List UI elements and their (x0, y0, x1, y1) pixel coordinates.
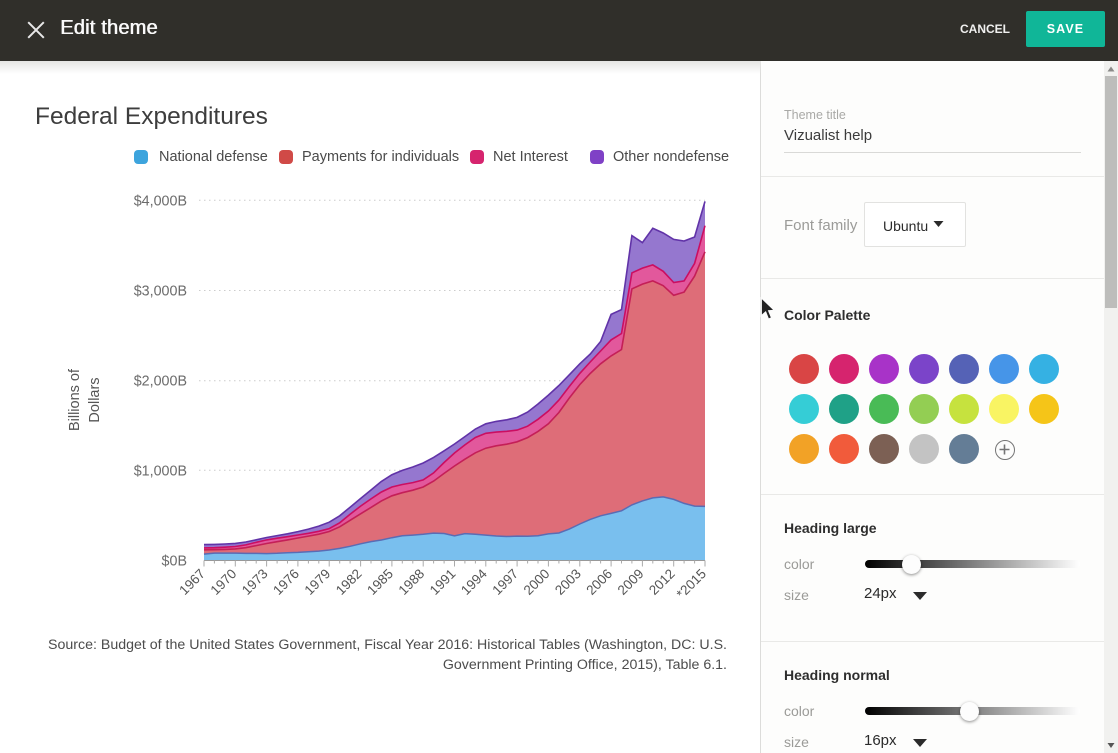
svg-text:2012: 2012 (646, 566, 678, 598)
svg-text:2006: 2006 (583, 566, 615, 598)
svg-text:1991: 1991 (427, 566, 459, 598)
svg-text:1970: 1970 (208, 566, 240, 598)
svg-text:1988: 1988 (395, 566, 427, 598)
svg-text:1979: 1979 (301, 566, 333, 598)
svg-text:2009: 2009 (615, 566, 647, 598)
svg-text:Dollars: Dollars (87, 377, 103, 422)
svg-text:$0B: $0B (162, 554, 187, 570)
svg-text:Billions of: Billions of (67, 368, 83, 431)
svg-text:*2015: *2015 (674, 566, 710, 602)
svg-text:1982: 1982 (333, 566, 365, 598)
svg-text:1973: 1973 (239, 566, 271, 598)
svg-text:2000: 2000 (521, 566, 553, 598)
svg-text:1976: 1976 (270, 566, 302, 598)
svg-text:1997: 1997 (489, 566, 521, 598)
svg-text:2003: 2003 (552, 566, 584, 598)
svg-text:$3,000B: $3,000B (134, 284, 187, 300)
svg-text:$2,000B: $2,000B (134, 374, 187, 390)
svg-text:$1,000B: $1,000B (134, 463, 187, 479)
svg-text:1994: 1994 (458, 566, 490, 598)
svg-text:1985: 1985 (364, 566, 396, 598)
svg-text:$4,000B: $4,000B (134, 193, 187, 209)
svg-text:1967: 1967 (176, 566, 208, 598)
